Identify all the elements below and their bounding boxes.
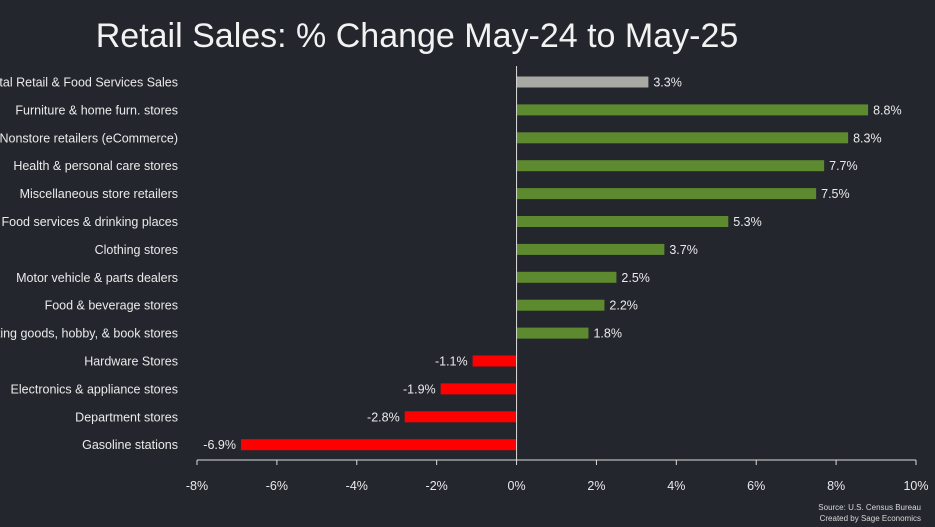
x-tick-label: -6% [266, 479, 288, 493]
bars-group [240, 76, 869, 451]
credit-line: Created by Sage Economics [820, 514, 921, 523]
bar-1 [516, 104, 869, 116]
value-label: 8.3% [853, 131, 882, 145]
x-tick-label: -2% [426, 479, 448, 493]
bar-4 [516, 188, 817, 200]
value-label: -1.9% [403, 382, 436, 396]
bar-8 [516, 299, 605, 311]
value-label: -1.1% [435, 355, 468, 369]
value-label: 7.7% [829, 159, 858, 173]
value-label: -2.8% [367, 410, 400, 424]
category-label: Motor vehicle & parts dealers [16, 271, 178, 285]
value-label: 2.2% [609, 299, 638, 313]
bar-11 [440, 383, 517, 395]
category-labels-group: Total Retail & Food Services Sales Furnit… [0, 76, 178, 453]
x-tick-label: -8% [186, 479, 208, 493]
x-tick-label: 8% [827, 479, 845, 493]
chart-title: Retail Sales: % Change May-24 to May-25 [96, 17, 739, 55]
bar-10 [472, 355, 517, 367]
bar-2 [516, 132, 849, 144]
value-label: 3.7% [669, 243, 698, 257]
bar-9 [516, 327, 589, 339]
x-tick-label: 6% [747, 479, 765, 493]
category-label: Health & personal care stores [13, 159, 178, 173]
category-label: Clothing stores [95, 243, 178, 257]
source-line: Source: U.S. Census Bureau [818, 503, 921, 512]
category-label: Electronics & appliance stores [11, 382, 178, 396]
value-labels-group: 3.3% 8.8% 8.3% 7.7% 7.5% 5.3% 3.7% 2.5% 2.2% 1.8%… [203, 76, 901, 453]
x-axis: -8% -6% -4% -2% 0% 2% 4% 6% 8% 10% [186, 66, 929, 493]
category-label: Miscellaneous store retailers [20, 187, 178, 201]
category-label: Sporting goods, hobby, & book stores [0, 327, 178, 341]
bar-3 [516, 160, 825, 172]
x-tick-label: 10% [903, 479, 928, 493]
value-label: 8.8% [873, 103, 902, 117]
bar-7 [516, 271, 617, 283]
value-label: 1.8% [593, 327, 622, 341]
bar-12 [404, 411, 517, 423]
bar-6 [516, 243, 665, 255]
x-tick-label: 0% [508, 479, 526, 493]
category-label: Furniture & home furn. stores [15, 103, 178, 117]
bar-0 [516, 76, 649, 88]
value-label: 7.5% [821, 187, 850, 201]
category-label: Food & beverage stores [45, 299, 178, 313]
value-label: 2.5% [621, 271, 650, 285]
value-label: 5.3% [733, 215, 762, 229]
category-label: Total Retail & Food Services Sales [0, 76, 178, 90]
category-label: Gasoline stations [82, 438, 178, 452]
value-label: -6.9% [203, 438, 236, 452]
x-tick-label: 4% [667, 479, 685, 493]
category-label: Nonstore retailers (eCommerce) [0, 131, 178, 145]
category-label: Hardware Stores [84, 355, 178, 369]
x-tick-label: -4% [346, 479, 368, 493]
category-label: Food services & drinking places [2, 215, 178, 229]
category-label: Department stores [75, 410, 178, 424]
bar-5 [516, 216, 729, 227]
value-label: 3.3% [653, 76, 682, 90]
x-tick-label: 2% [587, 479, 605, 493]
bar-13 [240, 439, 517, 451]
